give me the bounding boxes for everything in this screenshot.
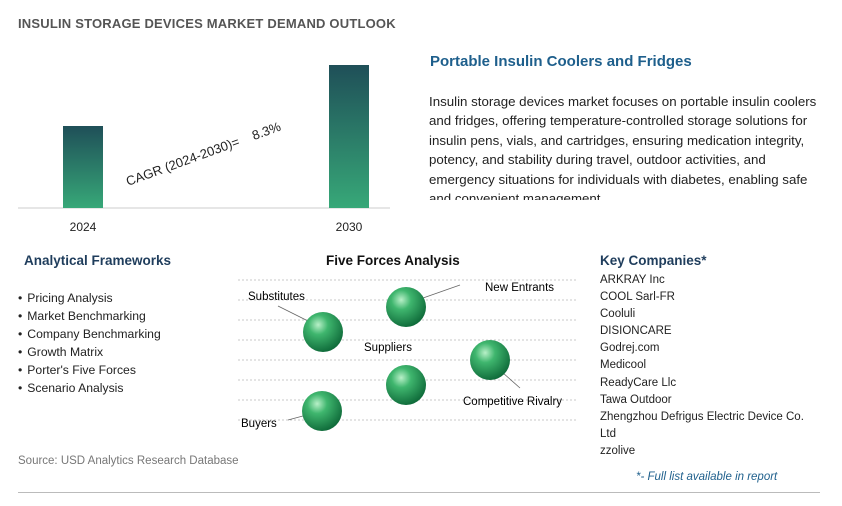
sphere-substitutes: [303, 312, 343, 352]
company-item: Cooluli: [600, 308, 636, 321]
key-companies-list: ARKRAY Inc COOL Sarl-FR Cooluli DISIONCA…: [600, 272, 830, 460]
analytical-frameworks-title: Analytical Frameworks: [24, 253, 172, 268]
sphere-new-entrants: [386, 287, 426, 327]
framework-item: Pricing Analysis: [18, 289, 161, 307]
five-forces-title: Five Forces Analysis: [326, 253, 460, 268]
five-forces-diagram: Substitutes New Entrants Suppliers Compe…: [238, 279, 578, 431]
footnote: *- Full list available in report: [636, 471, 778, 483]
analytical-frameworks-list: Pricing Analysis Market Benchmarking Com…: [18, 289, 161, 397]
sphere-center: [386, 365, 426, 405]
description-text: Insulin storage devices market focuses o…: [429, 94, 817, 200]
company-item: zzolive: [600, 444, 636, 457]
company-item: ReadyCare Llc: [600, 376, 677, 389]
framework-item: Market Benchmarking: [18, 307, 161, 325]
company-item: COOL Sarl-FR: [600, 291, 675, 304]
x-tick-label: 2030: [336, 220, 363, 234]
framework-item: Company Benchmarking: [18, 325, 160, 343]
bottom-divider: [18, 492, 820, 493]
label-suppliers: Suppliers: [364, 342, 412, 354]
sphere-suppliers-rivalry: [470, 340, 510, 380]
framework-item: Porter's Five Forces: [18, 361, 161, 379]
section-title: Portable Insulin Coolers and Fridges: [430, 53, 692, 70]
company-item: Medicool: [600, 359, 647, 372]
company-item: Godrej.com: [600, 342, 660, 355]
bar-2030: [329, 65, 369, 208]
description-box: Insulin storage devices market focuses o…: [429, 92, 819, 200]
company-item: Zhengzhou Defrigus Electric Device Co.: [600, 410, 804, 423]
label-substitutes: Substitutes: [248, 291, 305, 303]
company-item: ARKRAY Inc: [600, 274, 665, 286]
company-item: Tawa Outdoor: [600, 393, 672, 406]
bar-2024: [63, 126, 103, 208]
x-tick-label: 2024: [70, 220, 97, 234]
label-buyers: Buyers: [241, 418, 277, 430]
company-item: DISIONCARE: [600, 325, 672, 338]
label-new-entrants: New Entrants: [485, 282, 554, 294]
label-competitive-rivalry: Competitive Rivalry: [463, 396, 562, 408]
company-item: Ltd: [600, 427, 616, 440]
key-companies-title: Key Companies*: [600, 253, 707, 268]
source-note: Source: USD Analytics Research Database: [18, 455, 239, 467]
cagr-annotation: CAGR (2024-2030)= 8.3%: [124, 119, 283, 189]
page-title: INSULIN STORAGE DEVICES MARKET DEMAND OU…: [18, 16, 396, 31]
framework-item: Growth Matrix: [18, 343, 161, 361]
framework-item: Scenario Analysis: [18, 379, 161, 397]
sphere-buyers: [302, 391, 342, 431]
